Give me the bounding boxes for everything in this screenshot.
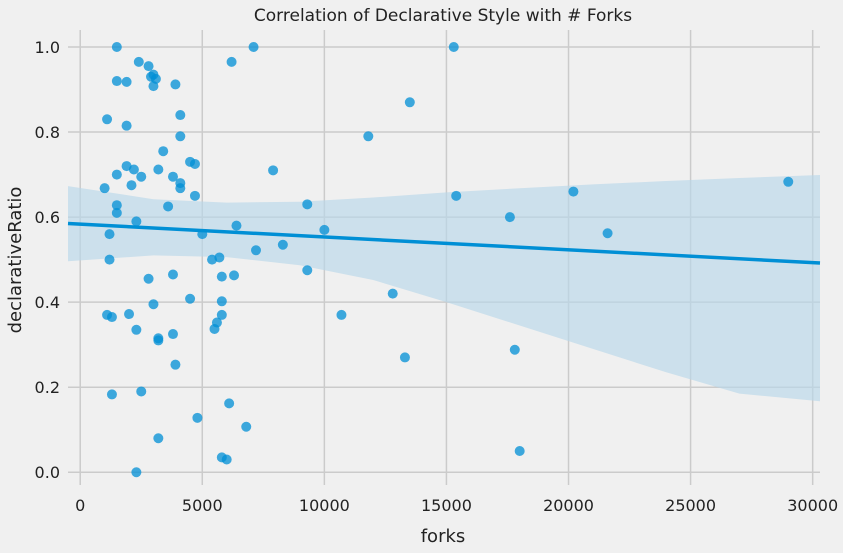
x-tick-label: 0 — [75, 496, 85, 515]
data-point — [111, 169, 122, 180]
data-point — [319, 224, 330, 235]
y-tick-label: 0.4 — [35, 293, 60, 312]
data-points — [99, 42, 794, 478]
data-point — [231, 220, 242, 231]
data-point — [241, 421, 252, 432]
y-tick-label: 0.2 — [35, 378, 60, 397]
y-tick-label: 1.0 — [35, 38, 60, 57]
data-point — [175, 183, 186, 194]
data-point — [167, 171, 178, 182]
data-point — [136, 386, 147, 397]
data-point — [175, 131, 186, 142]
data-point — [126, 180, 137, 191]
x-tick-label: 10000 — [299, 496, 350, 515]
y-tick-label: 0.0 — [35, 463, 60, 482]
confidence-band — [68, 175, 820, 402]
data-point — [128, 164, 139, 175]
y-axis-label: declarativeRatio — [5, 187, 26, 334]
data-point — [192, 412, 203, 423]
data-point — [148, 81, 159, 92]
y-tick-label: 0.8 — [35, 123, 60, 142]
data-point — [189, 190, 200, 201]
data-point — [189, 158, 200, 169]
x-axis-label: forks — [421, 526, 466, 547]
data-point — [121, 76, 132, 87]
data-point — [404, 97, 415, 108]
data-point — [175, 110, 186, 121]
x-tick-label: 20000 — [543, 496, 594, 515]
data-point — [509, 344, 520, 355]
x-tick-label: 5000 — [182, 496, 223, 515]
data-point — [448, 42, 459, 53]
data-point — [302, 265, 313, 276]
data-point — [167, 269, 178, 280]
data-point — [131, 467, 142, 478]
data-point — [277, 239, 288, 250]
data-point — [121, 120, 132, 131]
regression-line — [67, 221, 821, 265]
data-point — [104, 254, 115, 265]
data-point — [568, 186, 579, 197]
data-point — [399, 352, 410, 363]
data-point — [99, 183, 110, 194]
data-point — [387, 288, 398, 299]
data-point — [185, 293, 196, 304]
data-point — [336, 309, 347, 320]
data-point — [167, 329, 178, 340]
data-point — [111, 42, 122, 53]
x-tick-label: 15000 — [421, 496, 472, 515]
data-point — [133, 56, 144, 67]
data-point — [143, 273, 154, 284]
data-point — [226, 56, 237, 67]
data-point — [153, 335, 164, 346]
data-point — [451, 190, 462, 201]
data-point — [111, 200, 122, 211]
data-point — [104, 229, 115, 240]
data-point — [207, 254, 218, 265]
data-point — [229, 270, 240, 281]
data-point — [248, 42, 259, 53]
y-tick-labels: 0.0 0.2 0.4 0.6 0.8 1.0 — [35, 38, 60, 482]
data-point — [111, 207, 122, 218]
data-point — [504, 212, 515, 223]
data-point — [131, 324, 142, 335]
chart-title: Correlation of Declarative Style with # … — [254, 6, 632, 26]
data-point — [131, 216, 142, 227]
data-point — [148, 299, 159, 310]
data-point — [158, 146, 169, 157]
data-point — [216, 309, 227, 320]
data-point — [106, 312, 117, 323]
data-point — [209, 323, 220, 334]
data-point — [170, 79, 181, 90]
data-point — [143, 61, 154, 72]
data-point — [216, 271, 227, 282]
data-point — [102, 114, 113, 125]
data-point — [163, 201, 174, 212]
data-point — [251, 245, 261, 256]
data-point — [153, 164, 164, 175]
data-point — [602, 228, 613, 239]
y-tick-label: 0.6 — [35, 208, 60, 227]
data-point — [124, 309, 135, 320]
data-point — [783, 176, 794, 187]
data-point — [111, 76, 122, 87]
data-point — [153, 433, 164, 444]
x-tick-label: 25000 — [665, 496, 716, 515]
data-point — [221, 454, 232, 465]
data-point — [170, 359, 181, 370]
data-point — [106, 389, 117, 400]
data-point — [216, 296, 227, 307]
x-tick-label: 30000 — [787, 496, 838, 515]
data-point — [224, 398, 235, 409]
data-point — [268, 165, 279, 176]
x-tick-labels: 0 5000 10000 15000 20000 25000 30000 — [75, 496, 838, 515]
data-point — [136, 171, 147, 182]
data-point — [302, 199, 313, 210]
data-point — [514, 445, 525, 456]
data-point — [363, 131, 374, 142]
